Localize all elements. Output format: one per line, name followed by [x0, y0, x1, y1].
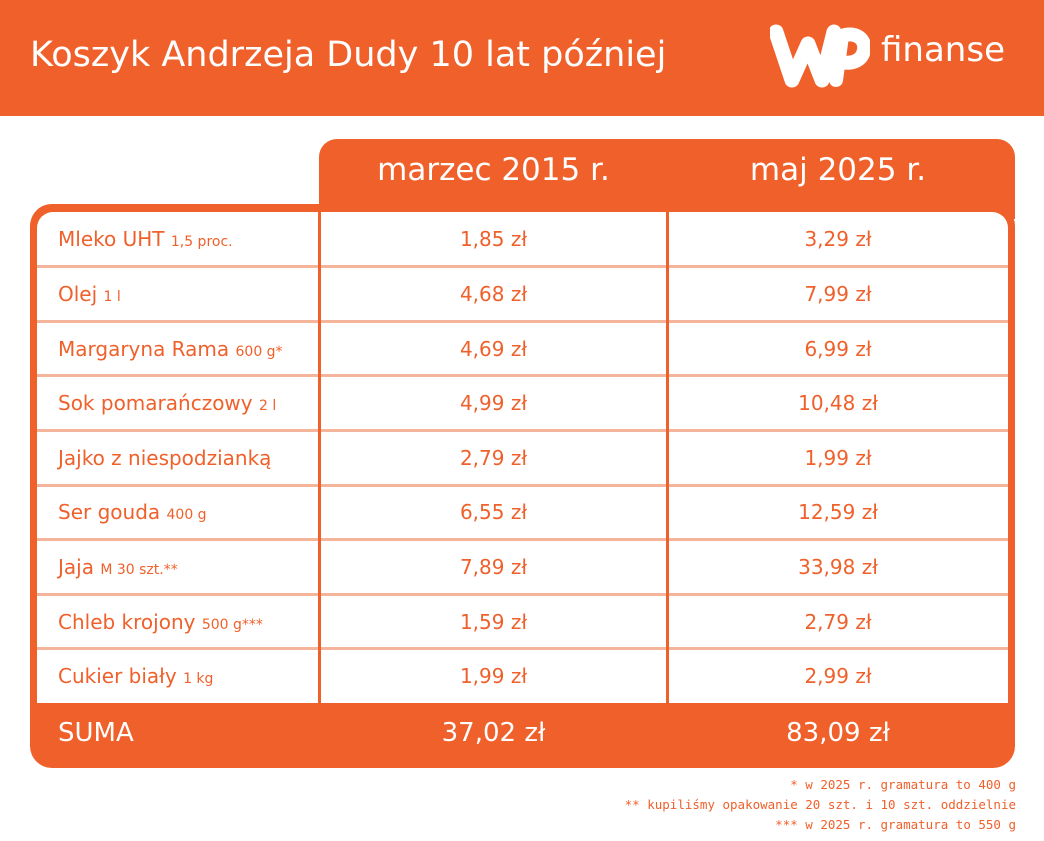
footnote: *** w 2025 r. gramatura to 550 g	[775, 817, 1016, 832]
product-unit: 1 l	[103, 288, 121, 305]
row-label: Ser gouda 400 g	[58, 502, 207, 522]
footnote: ** kupiliśmy opakowanie 20 szt. i 10 szt…	[624, 797, 1016, 812]
row-label: Jajko z niespodzianką	[58, 448, 271, 468]
total-value-2015: 37,02 zł	[441, 718, 546, 748]
price-2015: 7,89 zł	[459, 554, 528, 579]
product-unit: M 30 szt.**	[100, 561, 178, 578]
row-label: Mleko UHT 1,5 proc.	[58, 229, 233, 249]
footnotes: * w 2025 r. gramatura to 400 g ** kupili…	[625, 775, 1016, 835]
row-label: Sok pomarańczowy 2 l	[58, 393, 276, 413]
price-2025: 33,98 zł	[798, 554, 878, 579]
price-2015: 4,68 zł	[459, 281, 528, 306]
product-unit: 400 g	[166, 507, 207, 524]
row-divider	[37, 647, 1008, 651]
price-2025: 1,99 zł	[804, 445, 872, 470]
row-label: Cukier biały 1 kg	[58, 666, 213, 686]
product-name: Ser gouda	[58, 500, 161, 525]
product-unit: 500 g***	[201, 616, 263, 633]
price-2015: 6,55 zł	[459, 500, 528, 525]
row-divider	[37, 374, 1008, 378]
price-2025: 7,99 zł	[804, 281, 872, 306]
column-divider	[666, 212, 669, 703]
price-2015: 2,79 zł	[459, 445, 528, 470]
header-bar: Koszyk Andrzeja Dudy 10 lat później fina…	[0, 0, 1044, 116]
price-2015: 4,69 zł	[459, 336, 528, 361]
price-2025: 2,79 zł	[804, 609, 872, 634]
price-2025: 3,29 zł	[804, 227, 872, 252]
price-2015: 4,99 zł	[459, 391, 528, 416]
column-divider	[318, 212, 321, 703]
page-title: Koszyk Andrzeja Dudy 10 lat później	[30, 35, 667, 75]
price-2025: 2,99 zł	[804, 664, 872, 689]
footnote: * w 2025 r. gramatura to 400 g	[790, 777, 1016, 792]
row-label: Olej 1 l	[58, 284, 121, 304]
price-2025: 6,99 zł	[804, 336, 872, 361]
total-label: SUMA	[58, 718, 134, 748]
row-divider	[37, 428, 1008, 432]
row-label: Jaja M 30 szt.**	[58, 557, 178, 577]
product-unit: 2 l	[258, 398, 277, 415]
product-name: Mleko UHT	[58, 227, 165, 252]
wp-logo-icon	[770, 24, 870, 88]
product-unit: 600 g*	[235, 343, 283, 360]
row-divider	[37, 319, 1008, 323]
price-2015: 1,99 zł	[459, 664, 528, 689]
row-divider	[37, 265, 1008, 269]
row-label: Margaryna Rama 600 g*	[58, 339, 283, 359]
product-name: Cukier biały	[58, 664, 177, 689]
product-unit: 1,5 proc.	[170, 234, 233, 251]
column-header-2025: maj 2025 r.	[749, 152, 927, 188]
row-divider	[37, 483, 1008, 487]
total-value-2025: 83,09 zł	[786, 718, 890, 748]
logo-wordmark: finanse	[881, 30, 1005, 70]
row-label: Chleb krojony 500 g***	[58, 612, 263, 632]
row-divider	[37, 592, 1008, 596]
product-name: Sok pomarańczowy	[58, 391, 253, 416]
product-name: Olej	[58, 281, 98, 306]
product-unit: 1 kg	[183, 671, 214, 688]
product-name: Margaryna Rama	[58, 336, 230, 361]
price-2015: 1,85 zł	[459, 227, 528, 252]
price-2015: 1,59 zł	[459, 609, 528, 634]
product-name: Jaja	[58, 554, 94, 579]
price-2025: 12,59 zł	[798, 500, 878, 525]
price-2025: 10,48 zł	[798, 391, 878, 416]
product-name: Chleb krojony	[58, 609, 196, 634]
table-body	[37, 212, 1008, 703]
wp-finanse-logo: finanse	[770, 24, 1020, 90]
column-header-2015: marzec 2015 r.	[377, 152, 610, 188]
product-name: Jajko z niespodzianką	[58, 445, 272, 470]
row-divider	[37, 538, 1008, 542]
